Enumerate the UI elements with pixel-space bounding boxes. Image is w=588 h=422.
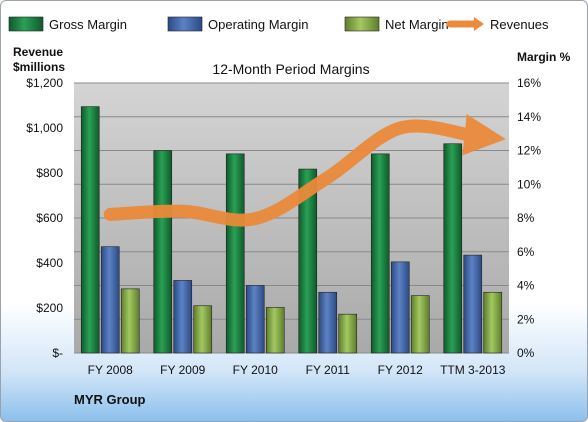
bar-operating-margin bbox=[100, 246, 120, 354]
chart-title: 12-Month Period Margins bbox=[212, 61, 369, 77]
x-tick-label: FY 2010 bbox=[233, 363, 278, 377]
right-tick-label: 6% bbox=[517, 245, 535, 259]
right-tick-label: 10% bbox=[517, 177, 541, 191]
right-tick-label: 2% bbox=[517, 312, 535, 326]
right-tick-label: 4% bbox=[517, 279, 535, 293]
legend-arrow-revenues bbox=[474, 17, 484, 31]
bars-layer bbox=[80, 106, 503, 354]
bar-gross-margin bbox=[153, 150, 173, 354]
x-tick-label: FY 2009 bbox=[160, 363, 205, 377]
bar-operating-margin bbox=[245, 285, 265, 354]
right-tick-label: 14% bbox=[517, 110, 541, 124]
legend-label-gross-margin: Gross Margin bbox=[49, 17, 127, 32]
right-tick-label: 8% bbox=[517, 211, 535, 225]
left-tick-label: $200 bbox=[36, 301, 63, 315]
bar-gross-margin bbox=[370, 153, 390, 354]
bar-net-margin bbox=[120, 288, 140, 354]
legend-swatch-operating-margin bbox=[167, 16, 203, 32]
bar-net-margin bbox=[265, 307, 285, 354]
bar-net-margin bbox=[483, 291, 503, 354]
bar-gross-margin bbox=[80, 106, 100, 354]
company-name: MYR Group bbox=[74, 392, 146, 407]
legend-swatch-net-margin bbox=[344, 16, 380, 32]
legend-swatch-gross-margin bbox=[8, 16, 44, 32]
right-axis-ticks: 0% 2% 4% 6% 8% 10% 12% 14% 16% bbox=[517, 76, 541, 360]
left-tick-label: $- bbox=[52, 346, 63, 360]
bar-gross-margin bbox=[225, 153, 245, 354]
legend-label-operating-margin: Operating Margin bbox=[208, 17, 308, 32]
right-axis-title: Margin % bbox=[517, 50, 571, 64]
legend-label-revenues: Revenues bbox=[490, 17, 549, 32]
left-axis-ticks: $- $200 $400 $600 $800 $1,000 $1,200 bbox=[26, 76, 63, 360]
bar-operating-margin bbox=[318, 291, 338, 354]
x-tick-label: FY 2011 bbox=[306, 363, 351, 377]
x-tick-label: TTM 3-2013 bbox=[440, 363, 506, 377]
bar-operating-margin bbox=[173, 280, 193, 354]
right-tick-label: 0% bbox=[517, 346, 535, 360]
bar-operating-margin bbox=[390, 261, 410, 354]
left-tick-label: $1,000 bbox=[26, 121, 63, 135]
x-axis-ticks: FY 2008 FY 2009 FY 2010 FY 2011 FY 2012 TTM 3… bbox=[88, 363, 506, 377]
bar-net-margin bbox=[193, 305, 213, 354]
left-axis-title-line1: Revenue bbox=[13, 45, 63, 59]
revenue-line-layer bbox=[103, 114, 506, 227]
gridlines bbox=[74, 82, 509, 354]
left-tick-label: $600 bbox=[36, 211, 63, 225]
bar-operating-margin bbox=[463, 254, 483, 354]
legend: Gross Margin Operating Margin Net Margin Re… bbox=[8, 16, 549, 32]
revenue-line bbox=[103, 114, 506, 227]
bar-gross-margin bbox=[443, 143, 463, 354]
left-tick-label: $800 bbox=[36, 166, 63, 180]
right-tick-label: 12% bbox=[517, 144, 541, 158]
bar-gross-margin bbox=[298, 168, 318, 354]
bar-net-margin bbox=[410, 295, 430, 354]
left-tick-label: $400 bbox=[36, 256, 63, 270]
x-tick-label: FY 2008 bbox=[88, 363, 133, 377]
left-axis-title-line2: $millions bbox=[13, 60, 65, 74]
left-tick-label: $1,200 bbox=[26, 76, 63, 90]
right-tick-label: 16% bbox=[517, 76, 541, 90]
legend-label-net-margin: Net Margin bbox=[385, 17, 449, 32]
bar-net-margin bbox=[338, 313, 358, 354]
x-tick-label: FY 2012 bbox=[378, 363, 423, 377]
